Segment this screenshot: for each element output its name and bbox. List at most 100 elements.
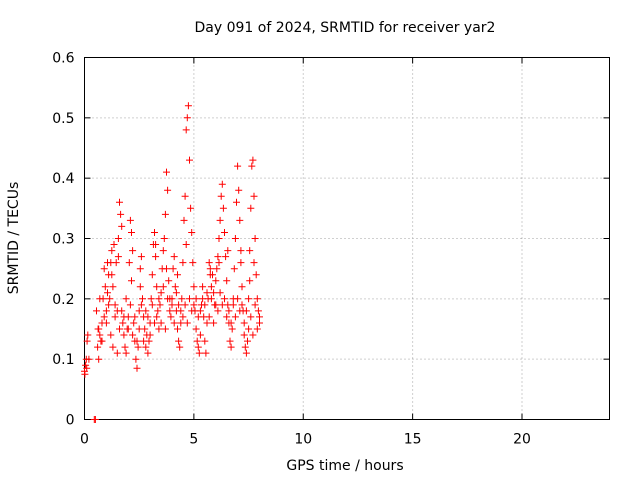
data-point <box>102 319 110 327</box>
x-tick-label: 10 <box>294 432 312 448</box>
data-point <box>126 301 134 309</box>
y-tick-label: 0.2 <box>52 292 74 308</box>
data-point <box>109 283 117 291</box>
data-point <box>201 337 209 345</box>
data-point <box>161 325 169 333</box>
data-point <box>225 307 233 315</box>
data-point <box>109 343 117 351</box>
data-point <box>83 364 91 372</box>
data-point <box>249 156 257 164</box>
data-point <box>250 192 258 200</box>
data-point <box>133 364 141 372</box>
data-point <box>85 355 93 363</box>
data-point <box>192 325 200 333</box>
data-point <box>212 301 220 309</box>
data-point <box>83 337 91 345</box>
data-point <box>142 307 150 315</box>
data-point <box>205 259 213 267</box>
data-point <box>210 289 218 297</box>
y-tick-label: 0.5 <box>52 111 74 127</box>
data-point <box>120 331 128 339</box>
y-tick-label: 0.6 <box>52 51 74 67</box>
data-point <box>157 289 165 297</box>
data-point <box>155 325 163 333</box>
data-point <box>84 331 92 339</box>
data-point <box>190 283 198 291</box>
data-point <box>152 253 160 261</box>
data-point <box>183 319 191 327</box>
data-point <box>174 271 181 279</box>
data-point <box>246 277 254 285</box>
data-point <box>199 283 207 291</box>
data-point <box>170 253 178 261</box>
data-point <box>120 313 128 321</box>
data-point <box>110 241 118 248</box>
data-point <box>240 331 248 339</box>
y-tick-label: 0.3 <box>52 232 74 248</box>
x-tick-label: 20 <box>513 432 531 448</box>
data-point <box>246 247 254 255</box>
data-point <box>252 271 260 279</box>
data-point <box>144 349 152 357</box>
data-point <box>237 259 245 267</box>
data-point <box>189 259 197 267</box>
y-tick-label: 0.1 <box>52 352 74 368</box>
data-point <box>194 343 202 351</box>
data-point <box>81 370 89 378</box>
data-point <box>182 126 190 134</box>
data-point <box>129 247 137 255</box>
data-point <box>164 186 172 194</box>
data-point <box>203 289 211 297</box>
data-point <box>163 168 170 176</box>
data-point <box>214 253 222 261</box>
data-point <box>91 416 99 423</box>
data-point <box>229 301 237 309</box>
axis-ticks <box>84 57 610 420</box>
data-point <box>179 313 187 321</box>
data-point <box>213 265 221 273</box>
data-point <box>179 259 187 267</box>
data-point <box>240 319 248 327</box>
data-point <box>114 253 122 261</box>
data-point <box>168 295 176 303</box>
data-point <box>140 337 148 345</box>
data-point <box>131 313 139 321</box>
data-point <box>256 313 263 321</box>
data-point <box>228 325 236 333</box>
data-point <box>214 307 222 315</box>
data-point <box>201 301 209 309</box>
data-point <box>194 313 202 321</box>
data-point <box>196 331 204 339</box>
data-point <box>113 349 121 357</box>
data-point <box>195 349 203 357</box>
data-point <box>100 313 108 321</box>
data-point <box>172 289 180 297</box>
data-point <box>166 307 174 315</box>
data-point <box>215 235 223 242</box>
data-point <box>245 295 253 303</box>
data-point <box>215 259 223 267</box>
data-point <box>161 210 169 218</box>
data-point <box>234 162 242 170</box>
data-point <box>137 253 145 261</box>
x-axis-title: GPS time / hours <box>286 458 403 474</box>
data-point <box>231 313 239 321</box>
data-point <box>147 295 155 303</box>
data-point <box>249 331 257 339</box>
y-tick-label: 0 <box>66 413 75 429</box>
data-point <box>177 307 185 315</box>
data-point <box>148 301 156 309</box>
data-point <box>130 319 138 327</box>
data-point <box>207 283 215 291</box>
data-point <box>187 204 195 212</box>
data-point <box>176 343 184 351</box>
data-point <box>165 277 173 285</box>
data-point <box>151 319 158 327</box>
data-point <box>230 265 238 273</box>
data-point <box>126 216 134 224</box>
data-point <box>242 307 250 315</box>
data-point <box>203 319 211 327</box>
data-point <box>254 307 262 315</box>
data-point <box>128 277 135 285</box>
